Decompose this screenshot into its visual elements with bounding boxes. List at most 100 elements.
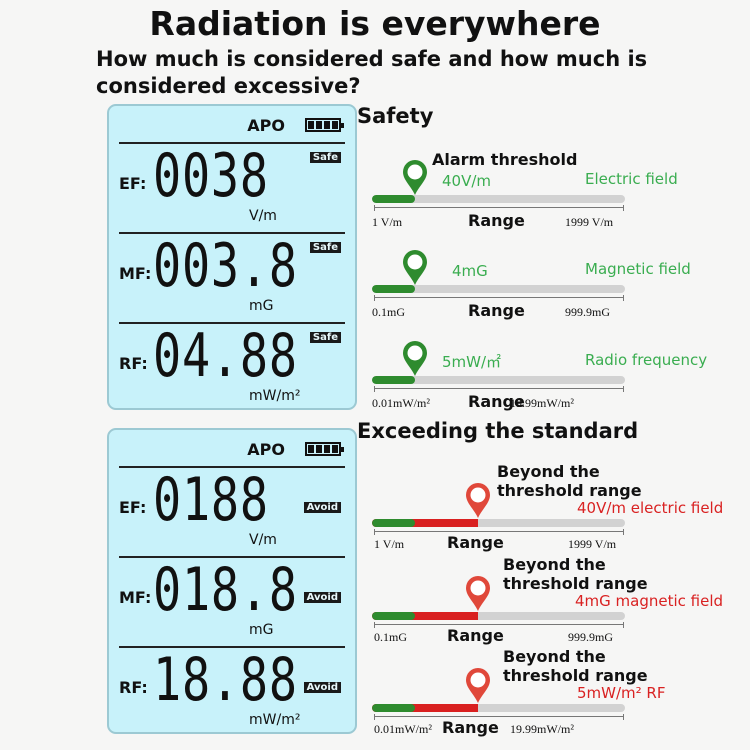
range-min: 0.1mG [374, 630, 407, 644]
range-min: 0.1mG [372, 305, 405, 319]
range-min: 1 V/m [374, 537, 405, 551]
lcd-panel: APO EF: 0038 Safe V/m MF: 003.8 Safe mG … [107, 104, 357, 410]
beyond-line2: threshold range [497, 481, 642, 500]
safe-fill [372, 519, 415, 527]
safe-fill [372, 376, 415, 384]
reading-value: 0038 [153, 141, 269, 211]
row-label: RF: [119, 678, 148, 697]
threshold-value: 5mW/㎡ [442, 353, 502, 371]
unit: V/m [249, 532, 277, 548]
row-label: EF: [119, 174, 147, 193]
range-label: Range [468, 211, 525, 230]
lcd-row: EF: 0038 Safe V/m [119, 142, 345, 232]
unit: mW/m² [249, 712, 301, 728]
row-label: EF: [119, 498, 147, 517]
exceed-fill [372, 704, 479, 712]
beyond-line1: Beyond the [497, 462, 600, 481]
field-type: Radio frequency [585, 351, 708, 369]
reading-value: 18.88 [153, 645, 298, 715]
range-bar [372, 704, 625, 712]
beyond-line2: threshold range [503, 574, 648, 593]
range-label: Range [468, 301, 525, 320]
range-bar [372, 376, 625, 384]
safe-fill [372, 612, 415, 620]
range-axis [374, 529, 624, 535]
range-max: 999.9mG [565, 305, 610, 319]
row-label: RF: [119, 354, 148, 373]
battery-icon [305, 118, 344, 132]
range-label: Range [442, 718, 499, 737]
subtitle: How much is considered safe and how much… [96, 47, 648, 98]
threshold-value: 40V/m [442, 172, 492, 190]
battery-icon [305, 442, 344, 456]
range-axis [374, 386, 624, 392]
reading-value: 0188 [153, 465, 269, 535]
exceed-fill [372, 519, 479, 527]
beyond-label: Beyond the threshold range [503, 555, 648, 593]
range-min: 0.01mW/m² [372, 396, 430, 410]
row-label: MF: [119, 588, 152, 607]
range-axis [374, 295, 624, 301]
range-max: 19.99mW/m² [510, 722, 574, 736]
location-pin-icon [464, 574, 492, 616]
exceed-heading: Exceeding the standard [357, 419, 639, 443]
beyond-line2: threshold range [503, 666, 648, 685]
unit: mG [249, 298, 274, 314]
status-badge: Avoid [303, 592, 341, 603]
reading-value: 018.8 [153, 555, 298, 625]
field-type: Electric field [585, 170, 678, 188]
safe-fill [372, 704, 415, 712]
status-badge: Safe [309, 332, 341, 343]
beyond-label: Beyond the threshold range [497, 462, 642, 500]
safety-heading: Safety [357, 104, 434, 128]
beyond-line1: Beyond the [503, 555, 606, 574]
exceed-description: 5mW/m² RF [577, 684, 666, 702]
status-badge: Safe [309, 152, 341, 163]
page-title: Radiation is everywhere [149, 4, 601, 43]
location-pin-icon [401, 339, 429, 381]
range-label: Range [468, 392, 525, 411]
range-min: 0.01mW/m² [374, 722, 432, 736]
status-badge: Avoid [303, 682, 341, 693]
row-label: MF: [119, 264, 152, 283]
range-label: Range [447, 533, 504, 552]
exceed-fill [372, 612, 479, 620]
range-max: 1999 V/m [568, 537, 617, 551]
field-type: Magnetic field [585, 260, 691, 278]
safe-fill [372, 195, 415, 203]
range-max: 999.9mG [568, 630, 613, 644]
range-max: 19.99mW/m² [510, 396, 574, 410]
beyond-line1: Beyond the [503, 647, 606, 666]
apo-indicator: APO [247, 440, 285, 459]
reading-value: 003.8 [153, 231, 298, 301]
lcd-row: RF: 04.88 Safe mW/m² [119, 322, 345, 412]
lcd-panel: APO EF: 0188 Avoid V/m MF: 018.8 Avoid m… [107, 428, 357, 734]
location-pin-icon [464, 666, 492, 708]
unit: mW/m² [249, 388, 301, 404]
lcd-row: EF: 0188 Avoid V/m [119, 466, 345, 556]
location-pin-icon [401, 248, 429, 290]
location-pin-icon [401, 158, 429, 200]
status-badge: Avoid [303, 502, 341, 513]
lcd-row: MF: 018.8 Avoid mG [119, 556, 345, 646]
exceed-description: 40V/m electric field [577, 499, 724, 517]
beyond-label: Beyond the threshold range [503, 647, 648, 685]
exceed-description: 4mG magnetic field [575, 592, 724, 610]
unit: mG [249, 622, 274, 638]
reading-value: 04.88 [153, 321, 298, 391]
status-badge: Safe [309, 242, 341, 253]
range-label: Range [447, 626, 504, 645]
threshold-value: 4mG [452, 262, 488, 280]
lcd-row: RF: 18.88 Avoid mW/m² [119, 646, 345, 736]
range-bar [372, 519, 625, 527]
location-pin-icon [464, 481, 492, 523]
range-max: 1999 V/m [565, 215, 614, 229]
range-axis [374, 622, 624, 628]
range-min: 1 V/m [372, 215, 403, 229]
range-axis [374, 714, 624, 720]
unit: V/m [249, 208, 277, 224]
range-bar [372, 285, 625, 293]
safe-fill [372, 285, 415, 293]
alarm-threshold-label: Alarm threshold [432, 150, 578, 169]
range-bar [372, 195, 625, 203]
